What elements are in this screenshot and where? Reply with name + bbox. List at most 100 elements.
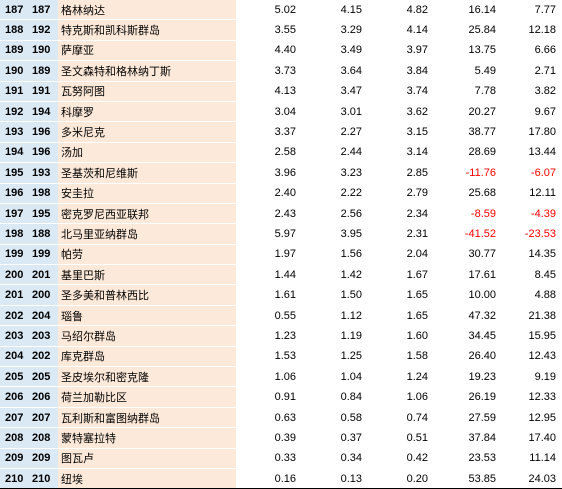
table-row: 191 191 瓦努阿图 4.13 3.47 3.74 7.78 3.82 [0,81,562,102]
country-name-cell: 瓦利斯和富图纳群岛 [58,407,200,429]
value-cell-2: 2.44 [296,142,362,164]
value-cell-3: 4.14 [362,19,428,41]
table-row: 209 209 图瓦卢 0.33 0.34 0.42 23.53 11.14 [0,448,562,469]
growth-cell-1: 16.14 [428,0,496,21]
country-name-cell: 荷兰加勒比区 [58,386,200,408]
value-cell-1: 0.39 [236,427,296,449]
rank-current-cell: 206 [0,386,28,408]
growth-cell-1: 13.75 [428,40,496,62]
value-cell-2: 1.56 [296,244,362,266]
growth-cell-2: 12.33 [496,386,562,408]
spacer-cell [200,407,236,429]
growth-cell-2: 15.95 [496,325,562,347]
value-cell-3: 1.60 [362,325,428,347]
country-name-cell: 多米尼克 [58,121,200,143]
growth-cell-2: 14.35 [496,244,562,266]
value-cell-2: 1.04 [296,366,362,388]
rank-previous-cell: 187 [28,0,58,21]
rank-current-cell: 189 [0,40,28,62]
spacer-cell [200,101,236,123]
value-cell-2: 3.64 [296,60,362,82]
rank-current-cell: 204 [0,346,28,368]
rank-previous-cell: 191 [28,81,58,102]
growth-cell-2: 9.67 [496,101,562,123]
growth-cell-2: 12.18 [496,19,562,41]
growth-cell-2: 8.45 [496,264,562,286]
country-name-cell: 密克罗尼西亚联邦 [58,203,200,225]
rank-previous-cell: 202 [28,346,58,368]
rank-current-cell: 192 [0,101,28,123]
growth-cell-1: -11.76 [428,162,496,184]
country-name-cell: 瑙鲁 [58,305,200,327]
rank-previous-cell: 193 [28,162,58,184]
rank-previous-cell: 199 [28,244,58,266]
value-cell-2: 0.84 [296,386,362,408]
spacer-cell [200,468,236,489]
growth-cell-1: 25.84 [428,19,496,41]
growth-cell-2: -4.39 [496,203,562,225]
country-name-cell: 格林纳达 [58,0,200,21]
value-cell-3: 1.67 [362,264,428,286]
rank-previous-cell: 196 [28,142,58,164]
table-row: 208 208 蒙特塞拉特 0.39 0.37 0.51 37.84 17.40 [0,427,562,449]
table-row: 199 199 帕劳 1.97 1.56 2.04 30.77 14.35 [0,244,562,266]
rank-current-cell: 203 [0,325,28,347]
rank-previous-cell: 192 [28,19,58,41]
value-cell-2: 2.27 [296,121,362,143]
rank-previous-cell: 196 [28,121,58,143]
value-cell-3: 3.15 [362,121,428,143]
table-row: 189 190 萨摩亚 4.40 3.49 3.97 13.75 6.66 [0,40,562,62]
country-name-cell: 汤加 [58,142,200,164]
table-row: 187 187 格林纳达 5.02 4.15 4.82 16.14 7.77 [0,0,562,21]
spacer-cell [200,162,236,184]
growth-cell-2: -23.53 [496,223,562,245]
value-cell-3: 1.65 [362,284,428,306]
country-name-cell: 圣文森特和格林纳丁斯 [58,60,200,82]
value-cell-3: 0.20 [362,468,428,489]
value-cell-3: 3.97 [362,40,428,62]
spacer-cell [200,183,236,204]
rank-previous-cell: 204 [28,305,58,327]
country-name-cell: 圣基茨和尼维斯 [58,162,200,184]
value-cell-1: 3.73 [236,60,296,82]
rank-previous-cell: 194 [28,101,58,123]
value-cell-2: 3.95 [296,223,362,245]
table-row: 192 194 科摩罗 3.04 3.01 3.62 20.27 9.67 [0,101,562,123]
rank-current-cell: 194 [0,142,28,164]
growth-cell-2: 3.82 [496,81,562,102]
country-name-cell: 科摩罗 [58,101,200,123]
value-cell-2: 0.37 [296,427,362,449]
value-cell-1: 5.02 [236,0,296,21]
rank-current-cell: 191 [0,81,28,102]
rank-previous-cell: 200 [28,284,58,306]
value-cell-2: 2.56 [296,203,362,225]
value-cell-2: 1.19 [296,325,362,347]
table-row: 193 196 多米尼克 3.37 2.27 3.15 38.77 17.80 [0,121,562,143]
rank-current-cell: 200 [0,264,28,286]
spacer-cell [200,121,236,143]
rank-current-cell: 187 [0,0,28,21]
table-row: 190 189 圣文森特和格林纳丁斯 3.73 3.64 3.84 5.49 2.71 [0,60,562,82]
table-row: 203 203 马绍尔群岛 1.23 1.19 1.60 34.45 15.95 [0,325,562,347]
country-name-cell: 圣多美和普林西比 [58,284,200,306]
growth-cell-1: 19.23 [428,366,496,388]
growth-cell-1: 5.49 [428,60,496,82]
growth-cell-1: 26.19 [428,386,496,408]
rank-current-cell: 209 [0,448,28,469]
table-row: 210 210 纽埃 0.16 0.13 0.20 53.85 24.03 [0,468,562,489]
rank-previous-cell: 205 [28,366,58,388]
value-cell-2: 1.25 [296,346,362,368]
rank-previous-cell: 198 [28,183,58,204]
value-cell-3: 1.65 [362,305,428,327]
rank-previous-cell: 195 [28,203,58,225]
table-row: 205 205 圣皮埃尔和密克隆 1.06 1.04 1.24 19.23 9.19 [0,366,562,388]
value-cell-3: 3.14 [362,142,428,164]
value-cell-2: 0.34 [296,448,362,469]
value-cell-1: 0.91 [236,386,296,408]
value-cell-3: 2.79 [362,183,428,204]
growth-cell-1: 47.32 [428,305,496,327]
growth-cell-1: 7.78 [428,81,496,102]
value-cell-1: 1.61 [236,284,296,306]
rank-current-cell: 201 [0,284,28,306]
